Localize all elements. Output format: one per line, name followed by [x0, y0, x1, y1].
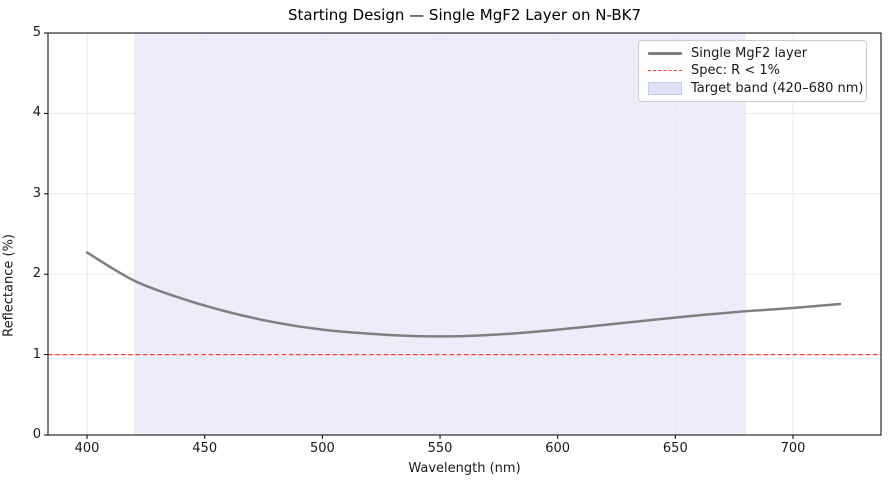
x-tick-label: 450 — [192, 441, 218, 456]
gray-line-swatch-icon — [648, 52, 682, 56]
legend-item-band: Target band (420–680 nm) — [648, 80, 864, 97]
axes-spines — [47, 32, 882, 436]
legend-label-band: Target band (420–680 nm) — [691, 80, 864, 96]
y-tick-label: 5 — [32, 25, 41, 40]
legend-label-curve: Single MgF2 layer — [691, 46, 808, 62]
x-tick-label: 600 — [545, 441, 571, 456]
y-tick-label: 1 — [32, 346, 41, 362]
y-tick-label: 3 — [32, 185, 41, 201]
legend-label-spec: Spec: R < 1% — [691, 63, 780, 79]
lavender-band-swatch-icon — [648, 81, 682, 95]
y-tick-label: 0 — [32, 427, 41, 442]
x-tick-label: 700 — [780, 441, 806, 456]
y-axis-label-text: Reflectance (%) — [1, 233, 16, 337]
reflectance-curve — [85, 251, 842, 338]
x-axis-label: Wavelength (nm) — [408, 461, 521, 476]
legend: Single MgF2 layer Spec: R < 1% Target ba… — [638, 40, 867, 102]
y-tick-label: 2 — [32, 266, 41, 282]
legend-item-spec: Spec: R < 1% — [648, 62, 857, 79]
x-tick-label: 400 — [74, 441, 100, 456]
x-tick-label: 550 — [427, 441, 453, 456]
red-dashed-line-swatch-icon — [648, 70, 682, 72]
chart-title: Starting Design — Single MgF2 Layer on N… — [287, 6, 642, 24]
y-tick-label: 4 — [32, 105, 41, 121]
x-tick-label: 500 — [309, 441, 335, 456]
x-tick-label: 650 — [662, 441, 688, 456]
legend-item-curve: Single MgF2 layer — [648, 45, 857, 62]
